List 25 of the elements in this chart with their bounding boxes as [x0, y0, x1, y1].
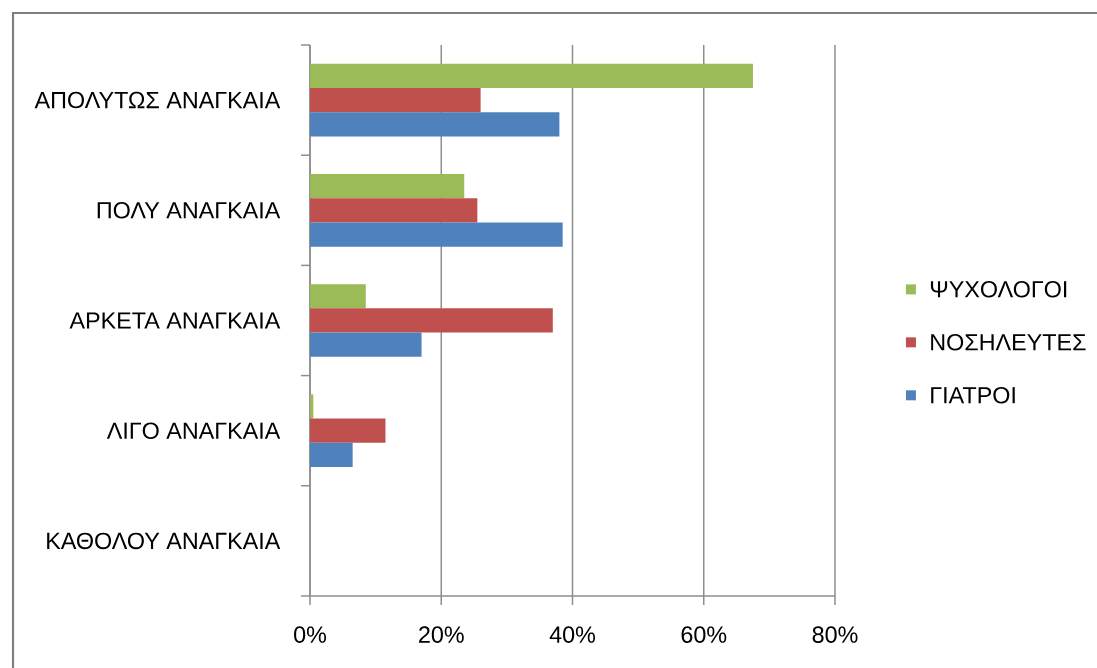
- y-tick-label: ΛΙΓΟ ΑΝΑΓΚΑΙΑ: [106, 422, 281, 439]
- y-tick-label: ΑΡΚΕΤΑ ΑΝΑΓΚΑΙΑ: [69, 312, 281, 329]
- bar: [310, 394, 314, 419]
- bar: [310, 222, 563, 247]
- legend-label: ΨΥΧΟΛΟΓΟΙ: [930, 280, 1067, 298]
- bar: [310, 332, 422, 357]
- legend-label: ΝΟΣΗΛΕΥΤΕΣ: [931, 333, 1086, 351]
- x-tick-label: 40%: [549, 626, 596, 643]
- bar: [310, 308, 553, 333]
- x-tick-label: 60%: [681, 626, 727, 643]
- bar: [310, 173, 465, 199]
- bar: [310, 442, 353, 468]
- y-tick-label: ΑΠΟΛΥΤΩΣ ΑΝΑΓΚΑΙΑ: [34, 91, 281, 109]
- y-tick-label: ΠΟΛΥ ΑΝΑΓΚΑΙΑ: [97, 202, 281, 219]
- bar: [310, 112, 560, 137]
- y-tick-label: ΚΑΘΟΛΟΥ ΑΝΑΓΚΑΙΑ: [47, 532, 281, 550]
- bar: [310, 87, 481, 113]
- bar: [310, 63, 753, 88]
- x-tick-label: 20%: [419, 626, 464, 643]
- legend-label: ΓΙΑΤΡΟΙ: [931, 386, 1015, 404]
- bar: [310, 198, 478, 223]
- bar: [310, 418, 386, 443]
- bar: [310, 284, 366, 309]
- x-tick-label: 0%: [294, 626, 327, 643]
- x-tick-label: 80%: [812, 626, 858, 643]
